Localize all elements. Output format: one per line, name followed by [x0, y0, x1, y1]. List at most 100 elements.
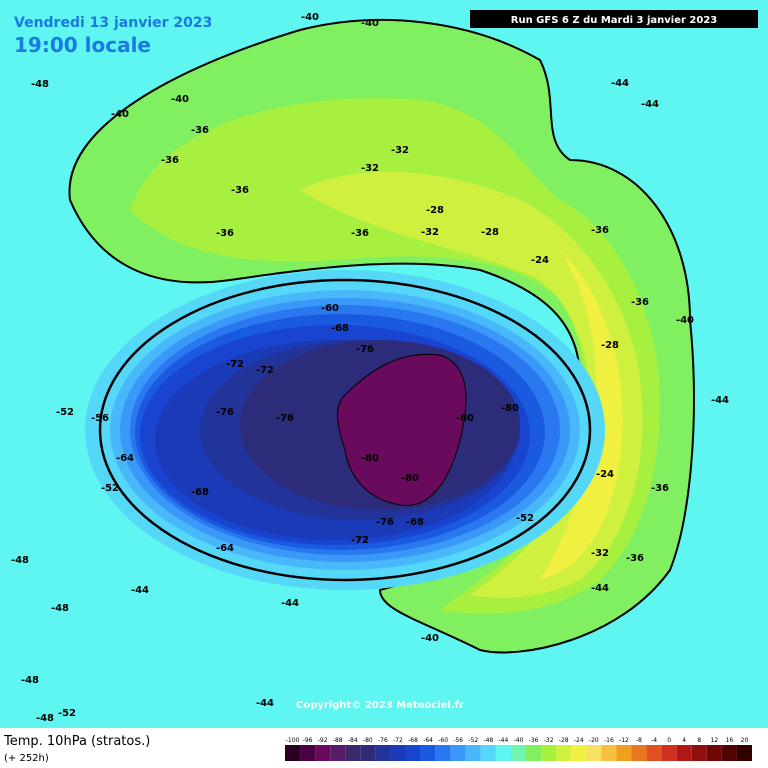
legend-swatch	[631, 745, 647, 761]
contour-label: -64	[116, 453, 134, 464]
legend-swatch	[420, 745, 436, 761]
contour-label: -32	[361, 163, 379, 174]
legend-label: 4	[682, 737, 686, 744]
contour-label: -44	[641, 99, 659, 110]
legend-label: -48	[483, 737, 493, 744]
legend-label: -16	[604, 737, 614, 744]
legend-label: -36	[529, 737, 539, 744]
contour-label: -80	[456, 413, 474, 424]
legend-swatch	[541, 745, 557, 761]
contour-label: -40	[421, 633, 439, 644]
run-box	[470, 10, 758, 28]
contour-label: -24	[596, 469, 614, 480]
legend-swatch	[390, 745, 406, 761]
legend-label: -92	[318, 737, 328, 744]
zone-32	[300, 171, 643, 598]
contour-line	[98, 278, 592, 582]
contour-label: -76	[356, 344, 374, 355]
legend-swatch	[405, 745, 421, 761]
contour-label: -80	[401, 473, 419, 484]
legend-swatch	[691, 745, 707, 761]
legend-label: -72	[393, 737, 403, 744]
legend-swatch	[571, 745, 587, 761]
legend-swatch	[435, 745, 451, 761]
legend-label: -12	[619, 737, 629, 744]
zone-28	[540, 250, 623, 580]
legend-label: -68	[408, 737, 418, 744]
contour-label: -52	[101, 483, 119, 494]
contour-label: -48	[11, 555, 29, 566]
legend-label: -28	[559, 737, 569, 744]
time-title: 19:00 locale	[14, 33, 151, 57]
legend-label: -96	[303, 737, 313, 744]
contour-label: -68	[191, 487, 209, 498]
legend-label: -44	[499, 737, 509, 744]
legend-label: 12	[711, 737, 719, 744]
legend-label: -40	[514, 737, 524, 744]
contour-label: -44	[256, 698, 274, 709]
contour-label: -68	[331, 323, 349, 334]
contour-label: -36	[216, 228, 234, 239]
legend-swatch	[646, 745, 662, 761]
contour-label: -48	[21, 675, 39, 686]
legend-swatch	[375, 745, 391, 761]
legend-swatch	[315, 745, 331, 761]
contour-label: -32	[591, 548, 609, 559]
contour-label: -48	[36, 713, 54, 724]
contour-label: -72	[256, 365, 274, 376]
lead-time: (+ 252h)	[4, 753, 49, 764]
legend-swatch	[706, 745, 722, 761]
contour-label: -72	[351, 535, 369, 546]
legend-label: -80	[363, 737, 373, 744]
contour-label: -52	[58, 708, 76, 719]
contour-label: -36	[626, 553, 644, 564]
copyright: Copyright© 2023 Meteociel.fr	[296, 700, 464, 711]
legend-label: -32	[544, 737, 554, 744]
contour-label: -32	[391, 145, 409, 156]
legend-swatch	[495, 745, 511, 761]
legend-swatch	[601, 745, 617, 761]
legend-swatch	[450, 745, 466, 761]
legend-label: -76	[378, 737, 388, 744]
contour-label: -60	[321, 303, 339, 314]
legend-label: -52	[468, 737, 478, 744]
contour-label: -44	[281, 598, 299, 609]
contour-label: -44	[711, 395, 729, 406]
legend-label: -88	[333, 737, 343, 744]
legend-swatch	[300, 745, 316, 761]
contour-label: -32	[421, 227, 439, 238]
legend-swatch	[465, 745, 481, 761]
legend-label: 8	[697, 737, 701, 744]
contour-label: -80	[501, 403, 519, 414]
contour-label: -64	[216, 543, 234, 554]
contour-label: -56	[91, 413, 109, 424]
legend-swatch	[330, 745, 346, 761]
legend-swatch	[586, 745, 602, 761]
contour-label: -40	[171, 94, 189, 105]
contour-label: -52	[56, 407, 74, 418]
legend-label: 0	[667, 737, 671, 744]
legend-swatch	[510, 745, 527, 761]
legend-label: -4	[651, 737, 657, 744]
contour-label: -52	[516, 513, 534, 524]
contour-label: -48	[31, 79, 49, 90]
run-info: Run GFS 6 Z du Mardi 3 janvier 2023	[511, 15, 718, 26]
legend-swatch	[345, 745, 361, 761]
legend-swatch	[676, 745, 692, 761]
legend-label: 16	[726, 737, 734, 744]
contour-label: -36	[631, 297, 649, 308]
legend-swatch	[285, 745, 301, 761]
contour-label: -40	[301, 12, 319, 23]
contour-label: -28	[601, 340, 619, 351]
contour-label: -76	[376, 517, 394, 528]
legend-swatch	[721, 745, 737, 761]
legend-label: -60	[438, 737, 448, 744]
contour-label: -28	[481, 227, 499, 238]
contour-label: -68	[406, 517, 424, 528]
legend-label: -64	[423, 737, 433, 744]
legend-label: -24	[574, 737, 584, 744]
date-title: Vendredi 13 janvier 2023	[14, 15, 212, 31]
legend-label: 20	[741, 737, 749, 744]
contour-label: -44	[591, 583, 609, 594]
legend-swatch	[360, 745, 376, 761]
